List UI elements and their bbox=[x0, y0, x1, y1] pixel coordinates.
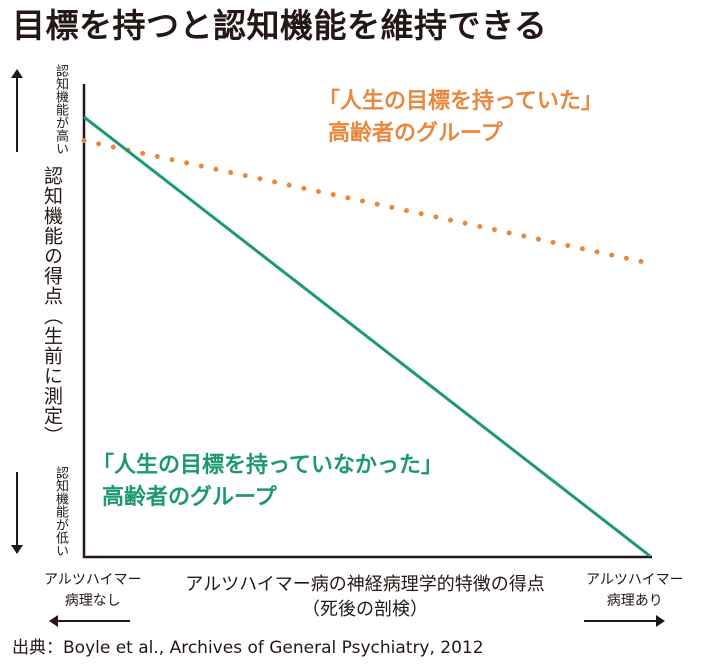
y-axis-label: 認知機能の得点（生前に測定） bbox=[41, 166, 63, 446]
series-label-with-goal-line1: 「人生の目標を持っていた」 bbox=[318, 89, 603, 114]
x-axis-label-line2: （死後の剖検） bbox=[302, 599, 428, 620]
source-citation: 出典：Boyle et al., Archives of General Psy… bbox=[12, 638, 484, 658]
x-axis-label: アルツハイマー病の神経病理学的特徴の得点 （死後の剖検） bbox=[150, 572, 580, 622]
x-right-label: アルツハイマー 病理あり bbox=[586, 570, 684, 612]
x-left-label-line1: アルツハイマー bbox=[44, 572, 142, 588]
x-left-label-line2: 病理なし bbox=[64, 593, 121, 609]
series-label-without-goal-line2: 高齢者のグループ bbox=[102, 485, 277, 510]
y-low-label: 認知機能が低い bbox=[52, 466, 68, 557]
series-line-0 bbox=[81, 138, 653, 266]
series-label-without-goal-line1: 「人生の目標を持っていなかった」 bbox=[92, 453, 443, 478]
x-axis-label-line1: アルツハイマー病の神経病理学的特徴の得点 bbox=[185, 574, 545, 595]
x-right-label-line1: アルツハイマー bbox=[586, 572, 684, 588]
x-left-label: アルツハイマー 病理なし bbox=[44, 570, 142, 612]
series-line-1 bbox=[83, 115, 651, 558]
y-high-label: 認知機能が高い bbox=[52, 64, 68, 155]
series-label-with-goal-line2: 高齢者のグループ bbox=[328, 121, 503, 146]
chart-title: 目標を持つと認知機能を維持できる bbox=[12, 6, 548, 45]
series-label-without-goal: 「人生の目標を持っていなかった」 高齢者のグループ bbox=[92, 450, 443, 514]
series-label-with-goal: 「人生の目標を持っていた」 高齢者のグループ bbox=[318, 86, 603, 150]
x-right-label-line2: 病理あり bbox=[606, 593, 663, 609]
